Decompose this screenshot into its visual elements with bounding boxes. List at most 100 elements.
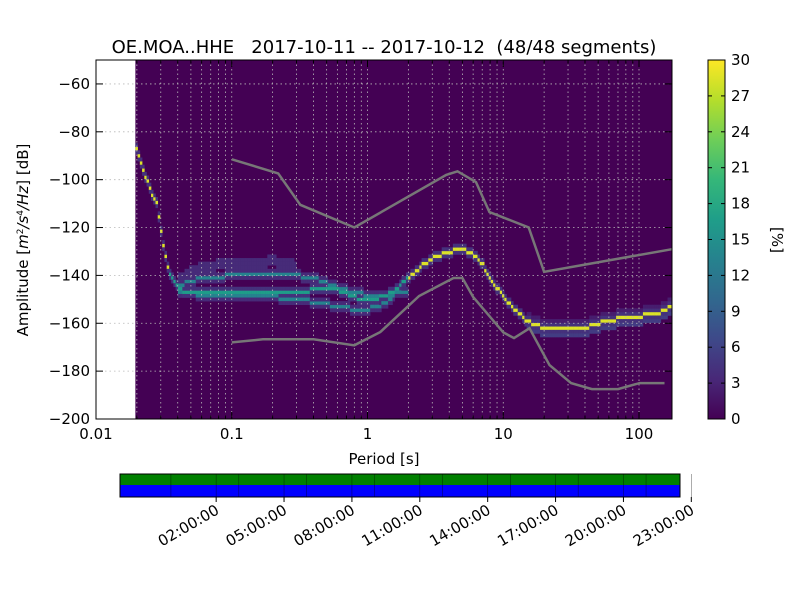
histogram-cell xyxy=(352,290,355,295)
histogram-cell xyxy=(475,250,478,255)
histogram-cell xyxy=(432,250,436,255)
histogram-cell xyxy=(204,272,208,277)
histogram-cell xyxy=(443,254,447,259)
histogram-cell xyxy=(244,276,248,280)
histogram-cell xyxy=(307,301,311,306)
histogram-cell xyxy=(262,268,266,273)
histogram-cell xyxy=(361,293,364,298)
histogram-cell xyxy=(191,268,194,273)
histogram-cell xyxy=(616,311,619,316)
histogram-cell xyxy=(271,254,275,259)
histogram-cell xyxy=(636,315,639,320)
histogram-cell xyxy=(251,268,255,273)
histogram-cell xyxy=(329,301,333,306)
x-axis-label: Period [s] xyxy=(348,450,419,468)
histogram-cell xyxy=(439,254,442,259)
histogram-cell xyxy=(231,268,235,273)
histogram-cell xyxy=(631,308,635,313)
histogram-cell xyxy=(233,272,237,277)
histogram-cell xyxy=(452,243,456,248)
histogram-cell xyxy=(557,329,561,334)
histogram-cell xyxy=(325,304,328,309)
histogram-cell xyxy=(553,333,557,338)
histogram-cell xyxy=(294,261,297,266)
histogram-cell xyxy=(269,254,273,259)
histogram-cell xyxy=(403,293,407,298)
histogram-cell xyxy=(412,276,416,280)
histogram-cell xyxy=(381,293,384,298)
histogram-cell xyxy=(575,333,579,338)
histogram-cell xyxy=(379,301,382,306)
histogram-cell xyxy=(633,319,637,323)
histogram-cell xyxy=(495,290,498,295)
histogram-cell xyxy=(271,272,275,277)
histogram-cell xyxy=(298,286,302,291)
histogram-cell xyxy=(392,297,396,302)
histogram-cell xyxy=(209,286,212,291)
histogram-cell xyxy=(202,290,205,295)
histogram-cell xyxy=(247,272,250,277)
histogram-cell xyxy=(291,286,295,291)
histogram-cell xyxy=(303,293,306,298)
histogram-cell xyxy=(249,261,252,266)
histogram-cell xyxy=(537,329,541,334)
histogram-cell xyxy=(314,272,317,277)
timeline-ticks: 02:00:00 05:00:00 08:00:00 11:00:00 14:00:00… xyxy=(155,497,697,550)
histogram-cell xyxy=(197,290,201,295)
histogram-cell xyxy=(587,322,590,327)
histogram-cell xyxy=(274,261,277,266)
histogram-cell xyxy=(175,283,179,288)
x-tick-label: 1 xyxy=(363,425,373,443)
histogram-cell xyxy=(414,272,418,277)
histogram-cell xyxy=(213,286,217,291)
histogram-cell xyxy=(385,301,389,306)
histogram-cell xyxy=(251,258,255,262)
histogram-cell xyxy=(446,254,449,259)
histogram-cell xyxy=(260,261,264,266)
histogram-cell xyxy=(549,319,552,323)
histogram-cell xyxy=(151,189,154,194)
histogram-cell xyxy=(394,283,398,288)
histogram-cell xyxy=(231,261,235,266)
histogram-cell xyxy=(347,293,351,298)
histogram-cell xyxy=(271,268,275,273)
histogram-cell xyxy=(358,290,362,295)
histogram-cell xyxy=(466,254,469,259)
histogram-cell xyxy=(506,304,510,309)
histogram-cell xyxy=(341,308,344,313)
histogram-cell xyxy=(318,286,322,291)
histogram-cell xyxy=(399,290,402,295)
histogram-cell xyxy=(562,333,565,338)
histogram-cell xyxy=(267,286,270,291)
histogram-cell xyxy=(367,301,371,306)
histogram-cell xyxy=(222,276,226,280)
histogram-cell xyxy=(251,276,255,280)
histogram-cell xyxy=(504,301,507,306)
histogram-cell xyxy=(497,290,501,295)
histogram-cell xyxy=(358,293,362,298)
histogram-cell xyxy=(372,297,375,302)
histogram-cell xyxy=(305,286,308,291)
histogram-cell xyxy=(233,286,237,291)
histogram-cell xyxy=(356,308,360,313)
histogram-cell xyxy=(305,279,308,284)
histogram-cell xyxy=(256,293,259,298)
histogram-cell xyxy=(318,276,322,280)
histogram-cell xyxy=(477,261,481,266)
histogram-cell xyxy=(656,319,659,323)
histogram-cell xyxy=(365,308,369,313)
histogram-cell xyxy=(356,286,360,291)
histogram-cell xyxy=(267,293,270,298)
histogram-cell xyxy=(253,261,257,266)
histogram-cell xyxy=(231,290,235,295)
histogram-cell xyxy=(220,286,223,291)
histogram-cell xyxy=(269,286,273,291)
histogram-cell xyxy=(663,311,666,316)
histogram-cell xyxy=(383,290,387,295)
histogram-cell xyxy=(229,258,232,262)
histogram-cell xyxy=(607,322,610,327)
histogram-cell xyxy=(589,322,592,327)
histogram-cell xyxy=(280,265,284,270)
histogram-cell xyxy=(265,261,268,266)
histogram-cell xyxy=(318,301,322,306)
